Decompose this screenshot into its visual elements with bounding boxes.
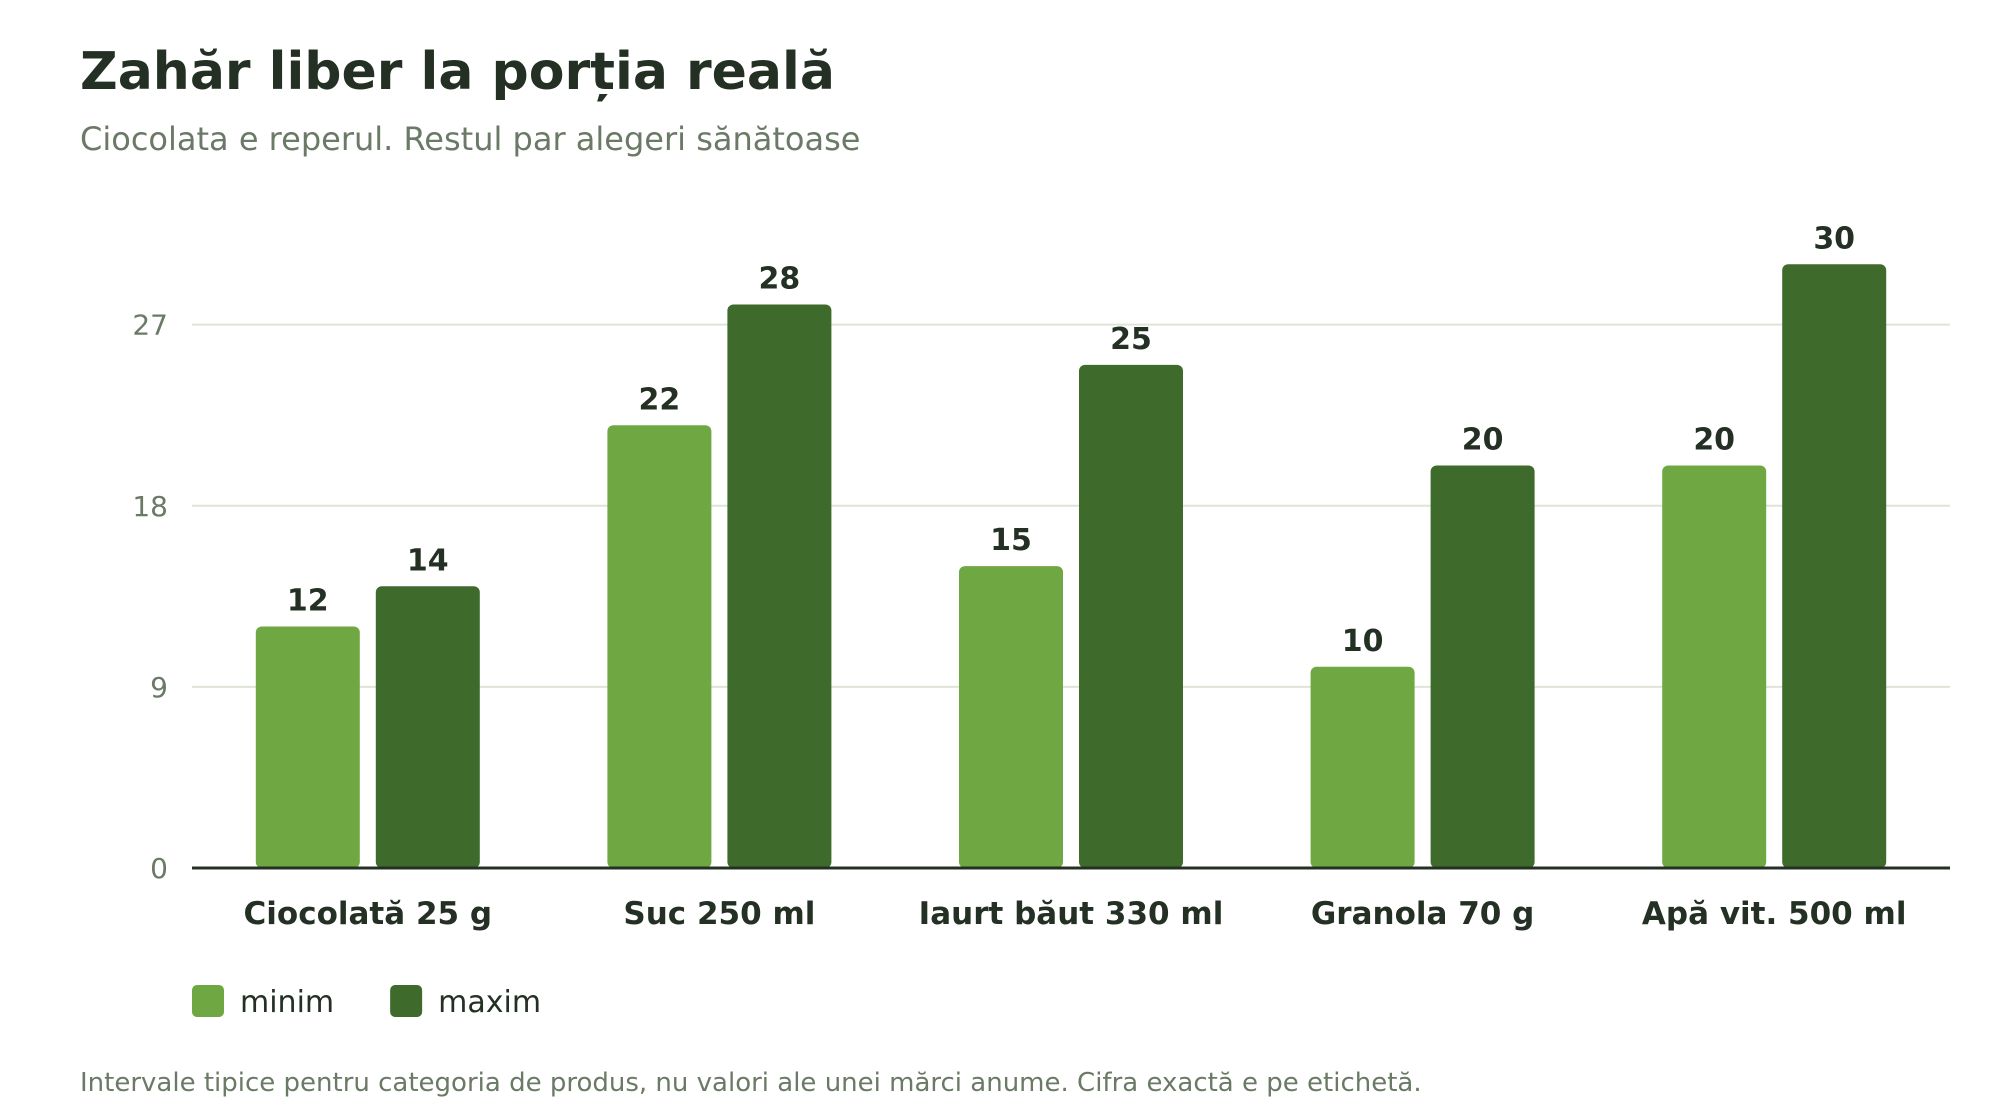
legend-swatch-minim [192, 985, 224, 1017]
legend-swatch-maxim [390, 985, 423, 1017]
chart-subtitle: Ciocolata e reperul. Restul par alegeri … [80, 120, 861, 158]
bar-minim [255, 626, 360, 868]
bar-maxim [1430, 465, 1535, 868]
x-tick-label: Iaurt băut 330 ml [919, 896, 1224, 932]
y-tick-label: 18 [132, 490, 168, 523]
data-label: 14 [407, 543, 449, 578]
bar-maxim [1079, 364, 1183, 868]
data-label: 22 [639, 382, 681, 417]
legend-label-maxim: maxim [438, 985, 541, 1020]
y-tick-label: 27 [132, 309, 168, 342]
x-tick-label: Apă vit. 500 ml [1642, 896, 1907, 932]
bar-minim [1310, 666, 1415, 868]
bar-chart: 0 9 18 27 12 14 Ciocolată 25 g 22 28 Suc 250 ml 15… [132, 221, 1950, 1020]
y-tick-label: 9 [150, 671, 168, 704]
y-tick-label: 0 [150, 852, 168, 885]
data-label: 25 [1110, 322, 1152, 357]
data-label: 15 [990, 523, 1032, 558]
chart-footnote: Intervale tipice pentru categoria de pro… [80, 1068, 1422, 1098]
data-label: 28 [759, 262, 801, 297]
data-label: 20 [1693, 423, 1735, 458]
bar-minim [959, 566, 1063, 868]
data-label: 20 [1462, 423, 1504, 458]
x-tick-label: Granola 70 g [1311, 896, 1534, 932]
data-label: 10 [1342, 624, 1384, 659]
bar-minim [1662, 465, 1767, 868]
data-label: 12 [287, 584, 329, 619]
chart-title: Zahăr liber la porția reală [80, 42, 835, 102]
bar-maxim [1782, 264, 1887, 868]
bar-maxim [375, 586, 480, 868]
bar-maxim [727, 304, 832, 868]
x-tick-label: Suc 250 ml [623, 896, 815, 932]
data-label: 30 [1813, 221, 1855, 256]
legend-label-minim: minim [240, 985, 334, 1020]
x-tick-label: Ciocolată 25 g [244, 896, 493, 932]
bar-minim [607, 425, 712, 868]
